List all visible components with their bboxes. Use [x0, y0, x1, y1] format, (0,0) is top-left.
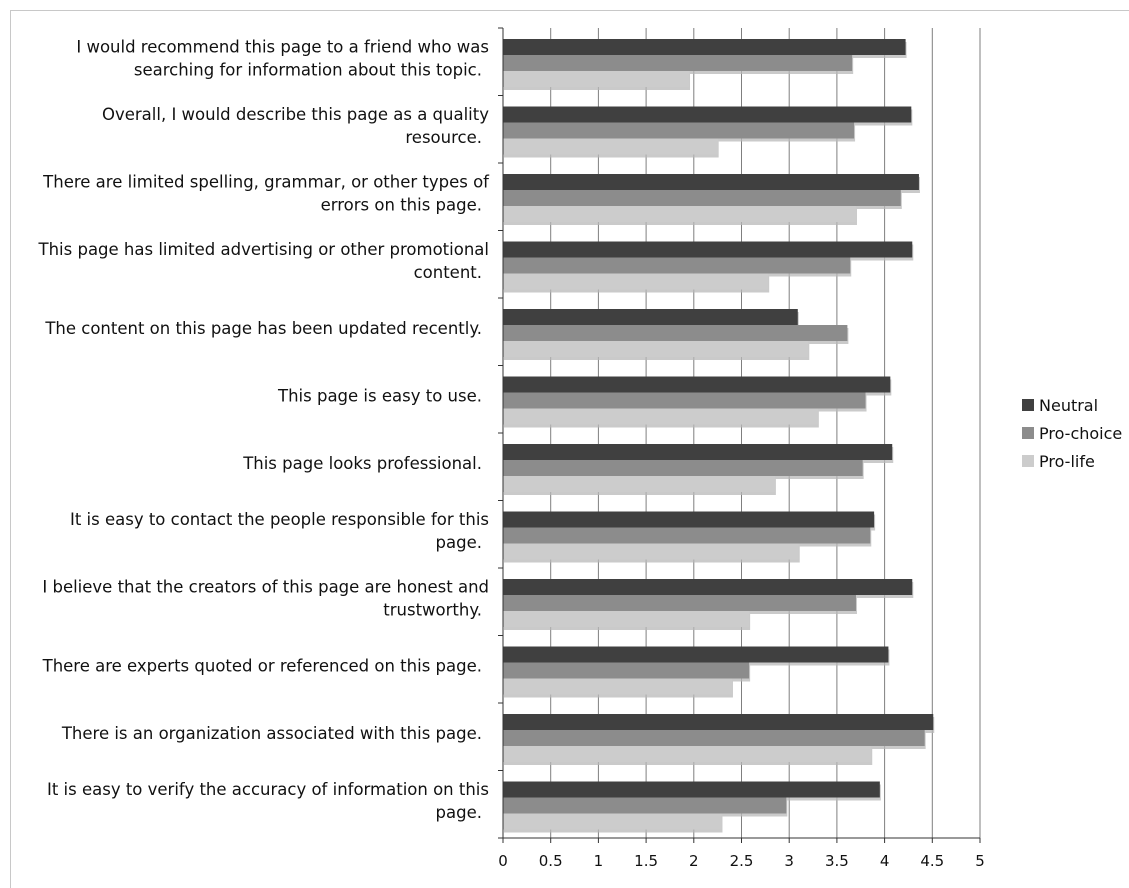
bar [503, 543, 799, 560]
bar [503, 746, 872, 762]
bar [503, 460, 863, 476]
bar [503, 71, 690, 87]
x-tick-label: 4.5 [920, 852, 944, 870]
legend: Neutral Pro-choice Pro-life [1022, 396, 1122, 471]
category-label: This page is easy to use. [277, 386, 482, 405]
gridlines [550, 28, 981, 838]
bar [503, 376, 891, 393]
bar [503, 257, 851, 274]
legend-label: Pro-life [1039, 452, 1095, 471]
category-label: content. [414, 263, 482, 282]
bar [503, 797, 787, 814]
category-label: It is easy to verify the accuracy of inf… [47, 780, 489, 799]
bar [503, 511, 875, 528]
category-label: page. [436, 533, 482, 552]
bar [503, 579, 913, 595]
bar [503, 392, 866, 409]
bar [503, 55, 853, 71]
x-tick-label: 1.5 [634, 852, 658, 870]
bar [503, 595, 856, 611]
legend-swatch [1022, 399, 1034, 411]
bar [503, 444, 893, 460]
category-label: resource. [405, 128, 482, 147]
category-label: There are experts quoted or referenced o… [42, 656, 482, 675]
category-label: errors on this page. [321, 195, 482, 214]
x-tick-label: 0.5 [539, 852, 563, 870]
legend-label: Neutral [1039, 396, 1098, 415]
category-label: There is an organization associated with… [61, 724, 482, 743]
bar [503, 273, 769, 290]
category-label: I believe that the creators of this page… [42, 577, 489, 596]
legend-label: Pro-choice [1039, 424, 1122, 443]
bar [503, 781, 880, 798]
category-labels: I would recommend this page to a friend … [38, 37, 491, 822]
category-label: I would recommend this page to a friend … [76, 37, 489, 56]
legend-swatch [1022, 455, 1034, 467]
bar [503, 241, 913, 258]
category-label: This page looks professional. [242, 454, 482, 473]
category-label: It is easy to contact the people respons… [70, 510, 489, 529]
category-label: trustworthy. [383, 600, 482, 619]
x-tick-label: 3 [784, 852, 794, 870]
category-label: There are limited spelling, grammar, or … [42, 172, 490, 191]
x-tick-label: 4 [880, 852, 890, 870]
bar [503, 190, 901, 206]
bar [503, 714, 934, 730]
bar [503, 646, 889, 663]
bar [503, 662, 750, 679]
bar [503, 813, 722, 830]
bar [503, 476, 775, 492]
bar [503, 309, 798, 325]
x-tick-label: 0 [498, 852, 508, 870]
x-tick-label: 5 [975, 852, 985, 870]
category-label: page. [436, 803, 482, 822]
x-tick-label: 2.5 [730, 852, 754, 870]
bar [503, 325, 848, 341]
axes: 0 0.5 1 1.5 2 2.5 3 3.5 4 4.5 5 [498, 27, 985, 870]
bars [503, 39, 935, 833]
bar [503, 678, 732, 695]
bar [503, 408, 818, 425]
bar [503, 206, 856, 222]
bar [503, 39, 906, 55]
bar [503, 611, 750, 627]
category-label: The content on this page has been update… [44, 319, 482, 338]
bar [503, 341, 809, 357]
bar [503, 106, 912, 123]
bar [503, 174, 919, 190]
bar [503, 138, 718, 155]
legend-swatch [1022, 427, 1034, 439]
category-label: Overall, I would describe this page as a… [102, 105, 489, 124]
x-tick-label: 3.5 [825, 852, 849, 870]
category-label: This page has limited advertising or oth… [38, 240, 489, 259]
x-tick-label: 1 [594, 852, 604, 870]
bar [503, 730, 925, 746]
x-tick-label: 2 [689, 852, 699, 870]
category-label: searching for information about this top… [134, 60, 482, 79]
bar [503, 527, 871, 544]
bar [503, 122, 855, 139]
